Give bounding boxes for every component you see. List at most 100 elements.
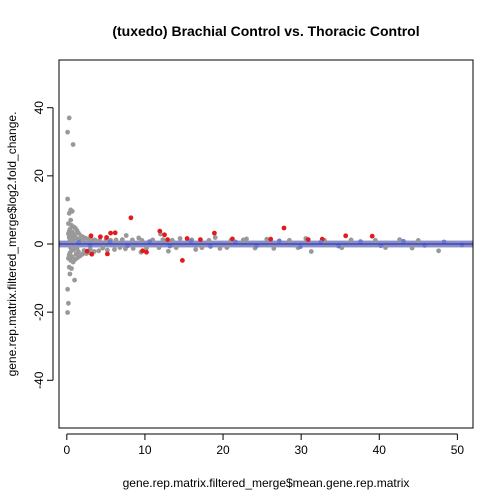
data-point	[217, 246, 223, 251]
data-point	[240, 237, 246, 243]
data-point	[271, 246, 277, 251]
data-point	[140, 248, 146, 254]
data-point	[71, 238, 77, 244]
data-point	[65, 286, 70, 292]
data-point	[105, 251, 110, 257]
data-point	[107, 239, 113, 245]
data-point	[65, 196, 70, 202]
data-point	[348, 237, 354, 243]
data-point	[268, 236, 274, 242]
data-point	[130, 237, 135, 243]
data-point	[66, 115, 72, 121]
y-tick-label: 0	[32, 240, 46, 247]
data-point	[112, 247, 117, 252]
data-point	[162, 232, 167, 238]
data-point	[409, 245, 415, 251]
data-point	[305, 237, 311, 243]
data-point	[144, 249, 149, 255]
data-point	[298, 244, 303, 250]
data-point	[206, 237, 212, 243]
data-point	[92, 237, 98, 243]
data-point	[117, 245, 123, 251]
data-point	[105, 247, 110, 253]
data-point	[98, 234, 103, 240]
data-point	[177, 236, 183, 241]
data-point	[199, 245, 205, 251]
series-1	[84, 215, 375, 263]
data-point	[373, 237, 378, 243]
data-point	[212, 230, 217, 236]
y-tick-label: 20	[32, 169, 46, 183]
x-tick-label: 0	[63, 443, 70, 457]
data-point	[88, 233, 94, 239]
data-point	[147, 239, 153, 245]
y-axis: -40 -20 0 20 40	[32, 101, 54, 389]
plot-area	[58, 59, 474, 429]
data-point	[65, 129, 70, 135]
data-point	[397, 237, 402, 243]
data-point	[68, 217, 74, 223]
x-tick-label: 40	[373, 443, 387, 457]
x-tick-label: 20	[216, 443, 230, 457]
data-point	[459, 242, 465, 248]
data-point	[166, 248, 171, 254]
data-point	[72, 277, 77, 283]
data-point	[96, 248, 102, 254]
data-point	[119, 237, 125, 243]
data-point	[113, 237, 119, 243]
data-point	[436, 248, 441, 254]
y-tick-label: -40	[32, 371, 46, 389]
data-point	[130, 246, 136, 251]
data-point	[156, 245, 162, 251]
data-point	[80, 251, 85, 257]
chart-title: (tuxedo) Brachial Control vs. Thoracic C…	[112, 23, 419, 39]
data-point	[89, 251, 95, 257]
data-point	[66, 300, 71, 306]
y-tick-label: -20	[32, 303, 46, 321]
data-point	[67, 271, 73, 277]
data-point	[160, 237, 166, 243]
data-point	[369, 233, 375, 239]
data-point	[136, 235, 142, 241]
data-point	[308, 249, 314, 254]
data-point	[336, 243, 341, 249]
data-point	[74, 246, 80, 251]
data-point	[287, 237, 292, 243]
data-point	[180, 258, 185, 263]
y-tick-label: 40	[32, 101, 46, 115]
data-point	[157, 228, 163, 234]
x-tick-label: 10	[138, 443, 152, 457]
data-point	[212, 235, 218, 240]
data-point	[68, 245, 74, 251]
data-point	[80, 237, 85, 243]
data-point	[208, 244, 213, 249]
data-point	[65, 310, 70, 315]
data-point	[415, 238, 421, 243]
data-point	[84, 248, 90, 254]
data-point	[173, 245, 179, 251]
data-point	[441, 239, 447, 245]
data-point	[358, 239, 363, 245]
x-axis: 0 10 20 30 40 50	[63, 433, 464, 457]
data-point	[66, 210, 72, 216]
data-point	[112, 230, 118, 236]
data-point	[193, 247, 199, 252]
data-point	[198, 237, 203, 243]
y-axis-label: gene.rep.matrix.filtered_merge$log2.fold…	[5, 112, 19, 377]
data-point	[108, 230, 113, 236]
data-point	[70, 142, 76, 147]
data-point	[128, 215, 134, 221]
data-point	[104, 235, 109, 240]
data-point	[343, 233, 349, 239]
data-point	[264, 236, 270, 242]
plot-frame	[58, 59, 474, 429]
data-point	[123, 233, 129, 238]
series-0	[65, 115, 441, 315]
data-point	[165, 237, 171, 243]
x-tick-label: 30	[294, 443, 308, 457]
data-point	[188, 238, 194, 244]
x-axis-label: gene.rep.matrix.filtered_merge$mean.gene…	[123, 476, 410, 490]
data-point	[184, 236, 190, 241]
data-point	[224, 245, 230, 251]
